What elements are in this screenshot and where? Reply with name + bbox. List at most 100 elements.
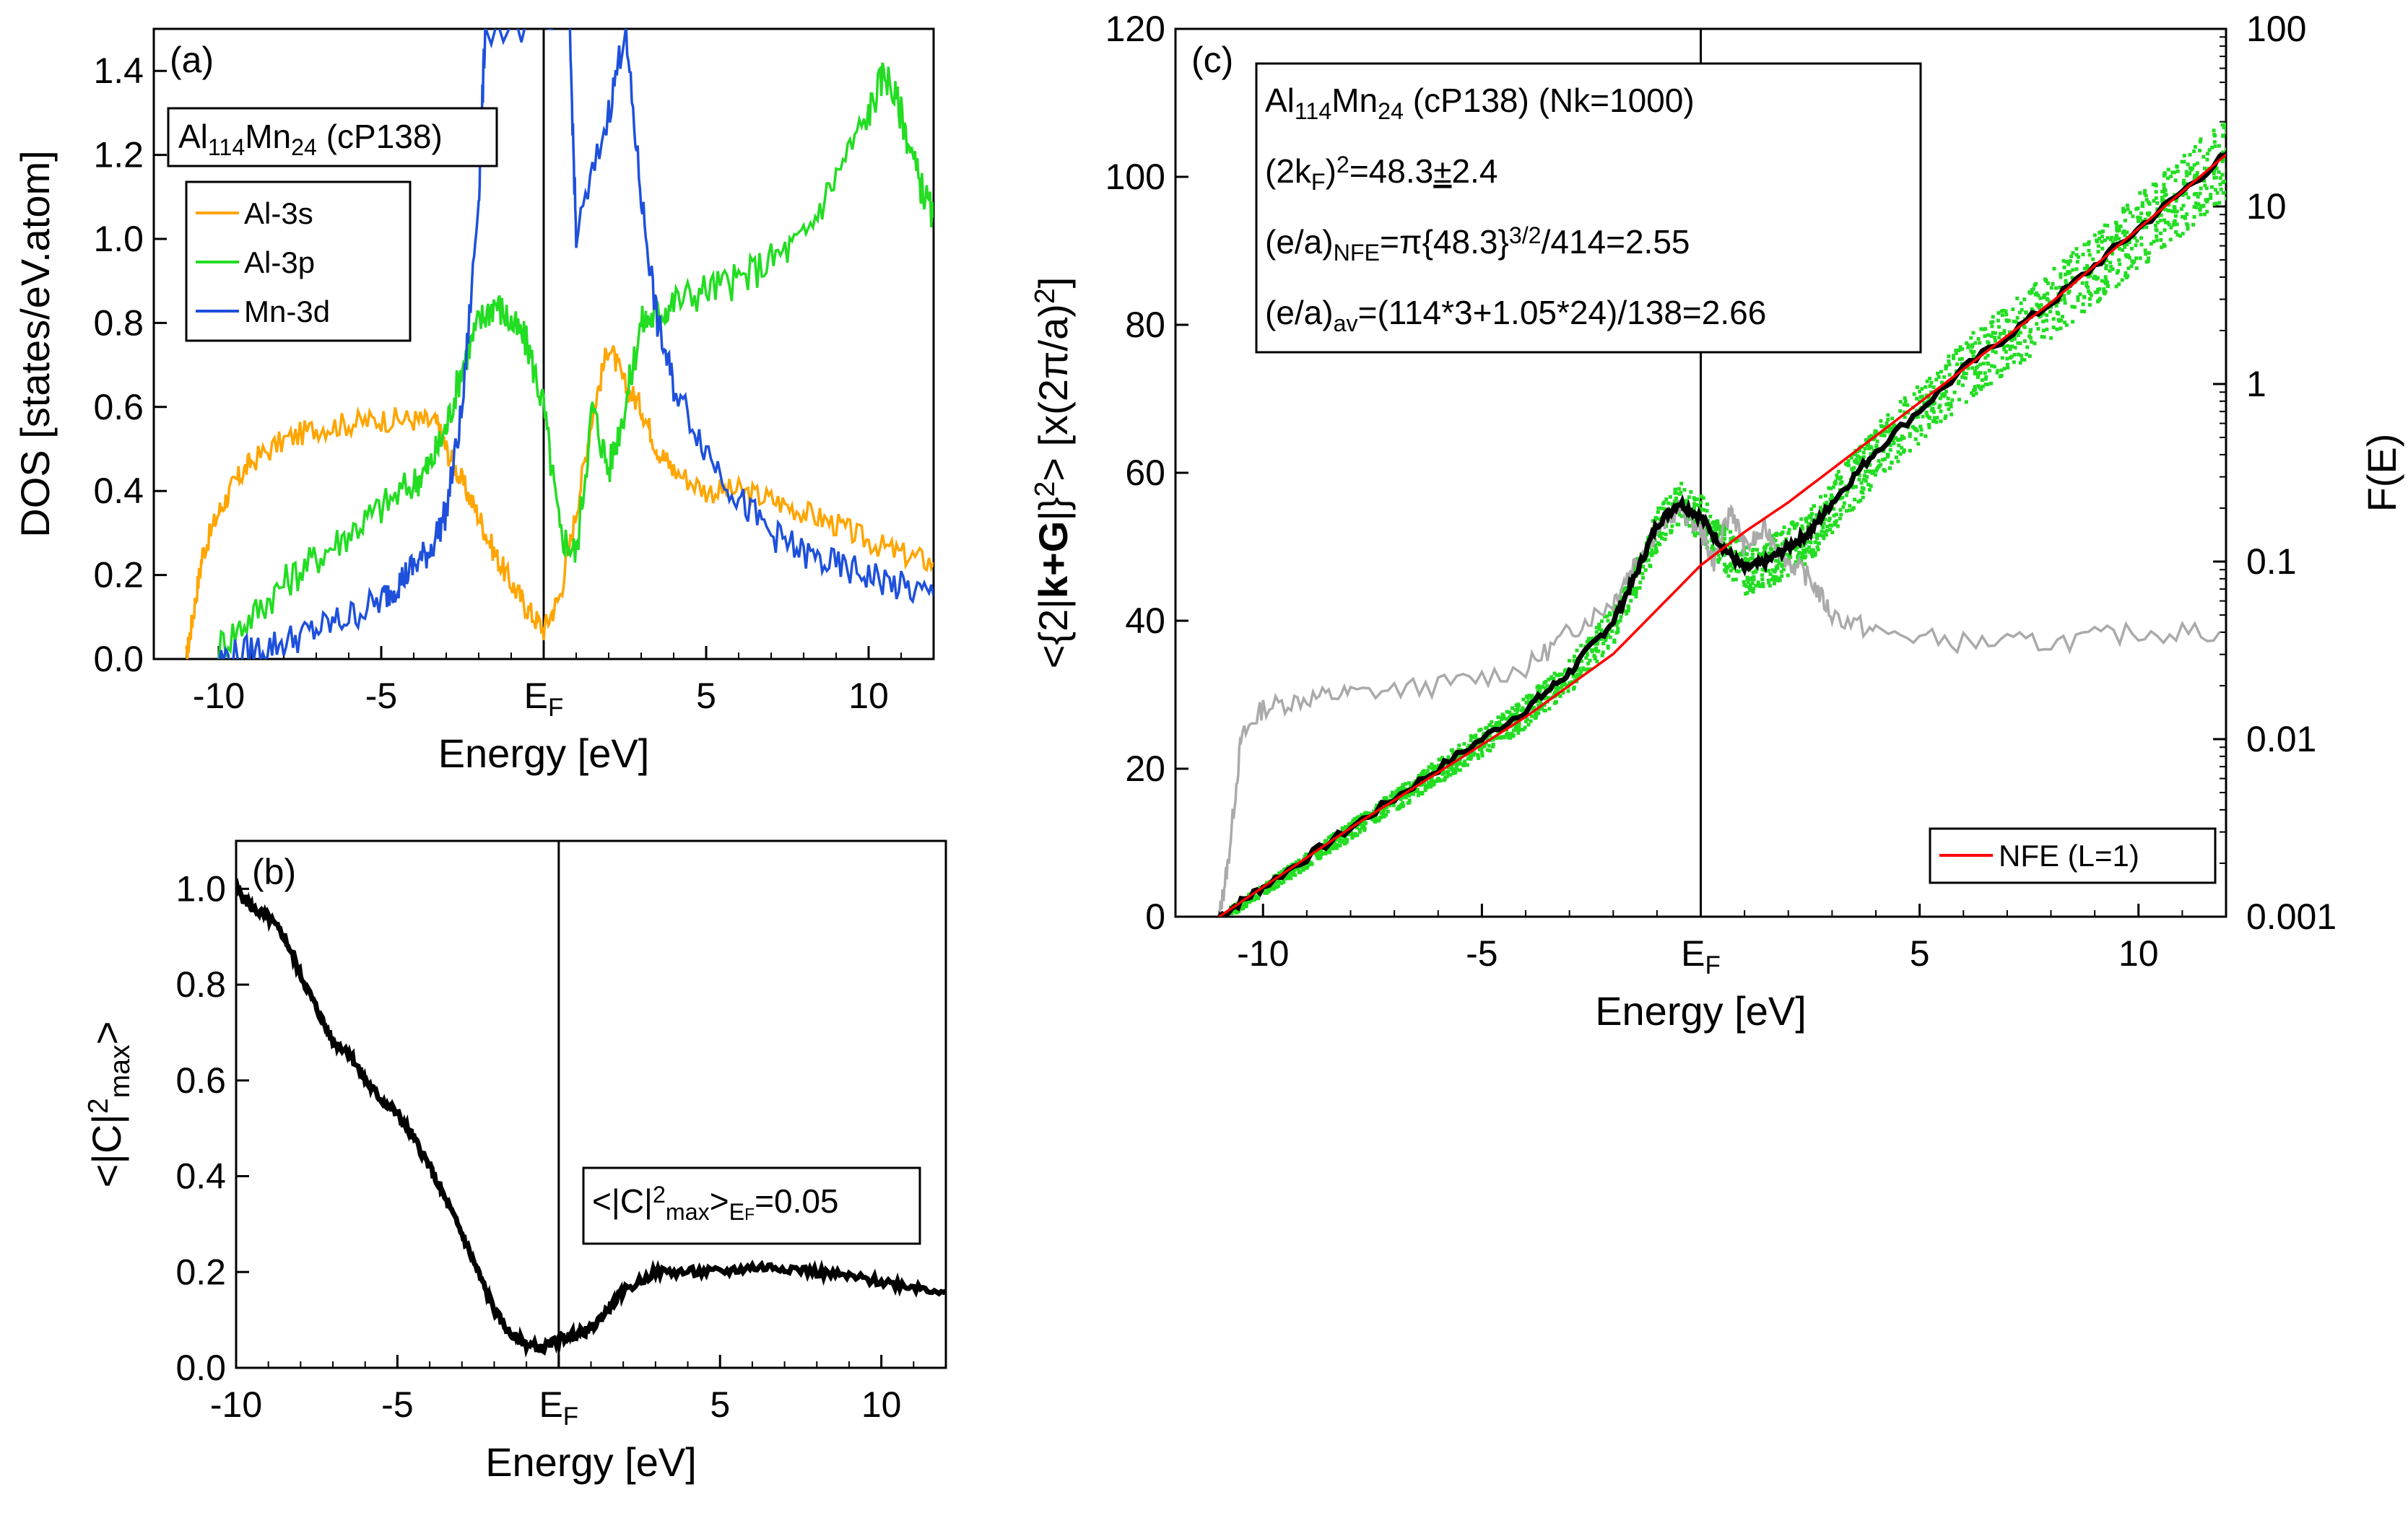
scatter-point: [1848, 508, 1852, 512]
scatter-point: [2225, 168, 2226, 173]
scatter-point: [1851, 470, 1855, 474]
scatter-point: [1765, 543, 1769, 547]
scatter-point: [2175, 209, 2179, 214]
scatter-point: [1701, 496, 1705, 500]
scatter-point: [1289, 876, 1293, 881]
info-line: (e/a)av=(114*3+1.05*24)/138=2.66: [1265, 294, 1766, 336]
scatter-point: [1861, 486, 1866, 491]
scatter-point: [1379, 816, 1383, 820]
scatter-point: [1516, 702, 1520, 707]
scatter-point: [1729, 569, 1733, 573]
scatter-point: [1885, 421, 1889, 425]
scatter-point: [2064, 260, 2069, 264]
scatter-point: [1777, 562, 1781, 566]
scatter-point: [1877, 459, 1881, 463]
panel-a: -10 -5 EF 5 10 0.0 0.2 0.4 0.6 0.8 1.0 1.2 1.4 Energy…: [12, 27, 935, 776]
y2-tick-label: 0.1: [2246, 541, 2297, 582]
scatter-point: [1838, 516, 1842, 520]
scatter-point: [1334, 842, 1338, 847]
scatter-point: [2102, 287, 2106, 292]
scatter-point: [2192, 163, 2196, 167]
scatter-point: [1668, 494, 1672, 499]
scatter-point: [1888, 443, 1892, 448]
scatter-point: [1781, 567, 1786, 572]
scatter-point: [2159, 231, 2163, 235]
scatter-point: [1897, 443, 1901, 448]
scatter-point: [2188, 152, 2192, 157]
scatter-point: [2217, 170, 2221, 174]
scatter-point: [1375, 803, 1379, 808]
scatter-point: [1545, 684, 1549, 688]
scatter-point: [1925, 379, 1929, 383]
scatter-point: [1840, 480, 1844, 484]
scatter-point: [1443, 777, 1447, 782]
scatter-point: [1971, 354, 1975, 359]
scatter-point: [2205, 209, 2209, 214]
scatter-point: [1723, 562, 1726, 567]
scatter-point: [1585, 650, 1589, 654]
scatter-point: [2024, 310, 2028, 315]
scatter-point: [2203, 183, 2207, 188]
scatter-point: [1778, 578, 1782, 582]
scatter-point: [2004, 313, 2009, 317]
scatter-point: [1996, 369, 2000, 373]
annotation-text-part: F: [744, 1205, 755, 1223]
scatter-point: [1976, 384, 1981, 388]
scatter-point: [2165, 220, 2170, 224]
scatter-point: [1913, 437, 1918, 441]
scatter-point: [1346, 824, 1350, 829]
scatter-point: [1277, 880, 1282, 884]
scatter-point: [1752, 577, 1756, 581]
scatter-point: [1716, 526, 1721, 531]
scatter-point: [1560, 685, 1564, 689]
scatter-point: [1731, 536, 1736, 540]
scatter-point: [2135, 239, 2139, 243]
scatter-point: [1664, 497, 1669, 502]
scatter-point: [1882, 433, 1887, 437]
scatter-point: [1616, 620, 1620, 624]
scatter-point: [1430, 766, 1434, 770]
scatter-point: [1976, 337, 1981, 341]
info-line-part: (e/a): [1265, 223, 1334, 261]
scatter-point: [1918, 424, 1923, 429]
scatter-point: [1820, 529, 1824, 533]
info-line-part: (cP138) (Nk=1000): [1404, 82, 1695, 119]
scatter-point: [1331, 847, 1335, 851]
scatter-point: [1537, 698, 1542, 702]
scatter-point: [1845, 463, 1849, 467]
scatter-point: [1775, 578, 1780, 582]
scatter-point: [1731, 577, 1735, 582]
scatter-point: [1521, 728, 1526, 732]
scatter-point: [2062, 266, 2066, 269]
scatter-point: [1919, 427, 1924, 432]
scatter-point: [1824, 533, 1828, 537]
scatter-point: [1244, 904, 1248, 909]
scatter-point: [1859, 498, 1863, 502]
scatter-point: [1666, 501, 1671, 505]
scatter-point: [1799, 559, 1804, 563]
scatter-point: [1714, 527, 1718, 531]
scatter-point: [1879, 433, 1883, 437]
scatter-point: [1998, 332, 2002, 336]
scatter-point: [2054, 286, 2058, 290]
scatter-point: [1857, 477, 1861, 481]
scatter-point: [2070, 276, 2074, 280]
scatter-point: [1972, 350, 1976, 354]
scatter-point: [2117, 228, 2121, 232]
scatter-point: [1828, 528, 1833, 532]
info-line-part: Mn: [1331, 82, 1378, 119]
scatter-point: [1887, 466, 1892, 470]
scatter-point: [2002, 347, 2007, 352]
y-axis-label-part: >: [84, 1021, 129, 1045]
scatter-point: [1744, 592, 1748, 596]
scatter-point: [2009, 356, 2013, 360]
scatter-point: [1346, 832, 1350, 837]
scatter-point: [2198, 149, 2201, 153]
scatter-point: [1495, 724, 1499, 728]
scatter-point: [2162, 189, 2166, 193]
scatter-point: [2116, 269, 2120, 273]
scatter-point: [1867, 488, 1872, 492]
scatter-point: [1430, 783, 1435, 787]
scatter-point: [1751, 570, 1755, 575]
scatter-point: [1954, 351, 1958, 355]
